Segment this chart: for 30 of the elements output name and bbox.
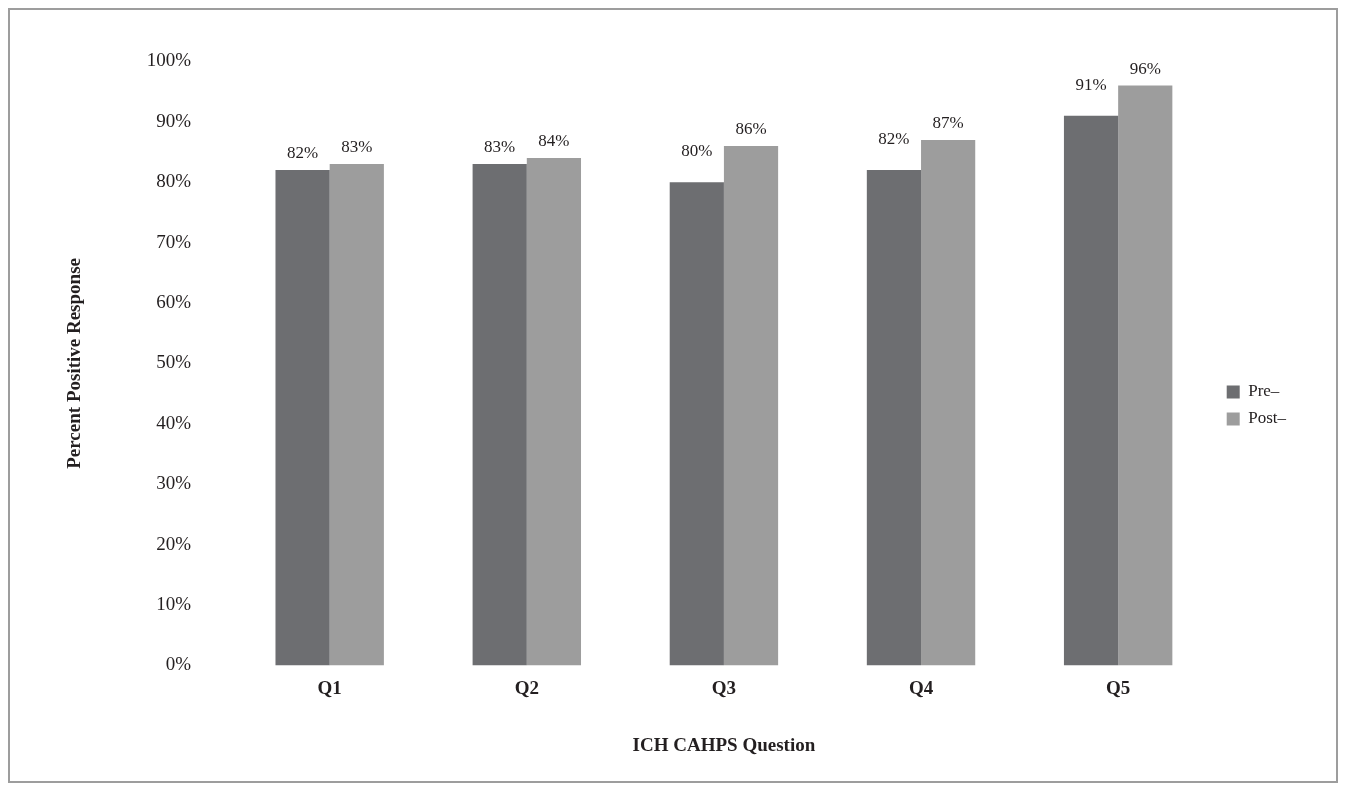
x-axis-title: ICH CAHPS Question (632, 733, 816, 755)
data-label: 91% (1075, 74, 1107, 94)
y-tick-label: 10% (156, 592, 192, 614)
y-tick-label: 70% (156, 230, 192, 252)
y-tick-label: 100% (146, 49, 192, 71)
data-label: 82% (287, 143, 319, 163)
y-tick-label: 90% (156, 109, 192, 131)
x-tick-label: Q1 (317, 676, 342, 698)
y-tick-label: 20% (156, 532, 192, 554)
y-tick-label: 80% (156, 170, 192, 192)
legend-label: Pre– (1248, 381, 1280, 401)
legend-label: Post– (1248, 408, 1287, 428)
x-tick-label: Q2 (514, 676, 539, 698)
x-tick-label: Q4 (908, 676, 934, 698)
x-tick-label: Q3 (711, 676, 737, 698)
y-axis-title: Percent Positive Response (63, 258, 85, 469)
y-tick-label: 60% (156, 290, 192, 312)
data-label: 83% (341, 137, 373, 157)
data-label: 84% (538, 131, 570, 151)
data-label: 86% (735, 118, 767, 138)
data-label: 82% (878, 129, 910, 149)
x-tick-label: Q5 (1106, 676, 1131, 698)
data-label: 83% (484, 137, 516, 157)
y-tick-label: 40% (156, 411, 192, 433)
y-tick-label: 50% (156, 351, 192, 373)
data-label: 87% (932, 112, 964, 132)
y-tick-label: 0% (165, 653, 192, 675)
data-label: 80% (681, 141, 713, 161)
data-label: 96% (1129, 58, 1161, 78)
y-tick-label: 30% (156, 472, 192, 494)
